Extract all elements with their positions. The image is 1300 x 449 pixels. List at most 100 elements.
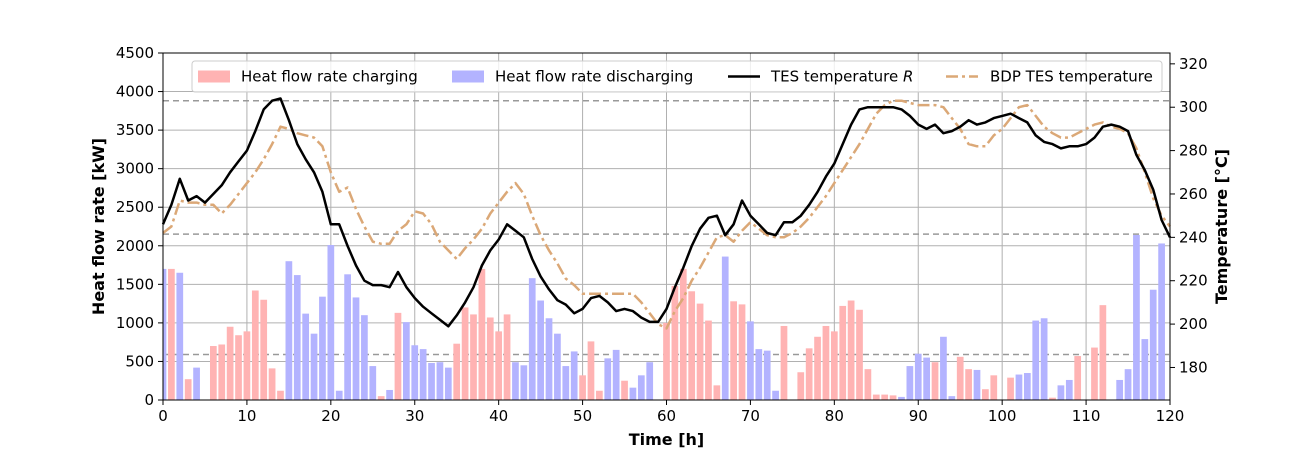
bars bbox=[163, 234, 1165, 400]
bar-charging bbox=[470, 314, 477, 400]
bar-charging bbox=[982, 389, 989, 400]
y-right-axis-title: Temperature [°C] bbox=[1212, 149, 1231, 304]
bar-charging bbox=[830, 331, 838, 400]
bar-charging bbox=[671, 285, 679, 400]
legend-label-charging: Heat flow rate charging bbox=[241, 68, 418, 86]
bar-discharging bbox=[319, 296, 326, 400]
bar-discharging bbox=[520, 365, 528, 400]
bar-charging bbox=[478, 268, 486, 400]
bar-discharging bbox=[428, 362, 435, 400]
bar-discharging bbox=[193, 367, 200, 400]
bar-charging bbox=[965, 369, 972, 400]
bar-discharging bbox=[562, 366, 570, 400]
legend-label-discharging: Heat flow rate discharging bbox=[495, 68, 693, 86]
bar-charging bbox=[235, 335, 242, 400]
bar-discharging bbox=[386, 389, 393, 400]
bar-charging bbox=[730, 301, 737, 400]
bar-charging bbox=[268, 368, 276, 400]
bar-discharging bbox=[1057, 385, 1065, 400]
bar-charging bbox=[663, 322, 670, 400]
bar-discharging bbox=[403, 322, 410, 400]
bar-charging bbox=[864, 369, 872, 400]
y-right-tick-label: 320 bbox=[1179, 55, 1208, 73]
bar-charging bbox=[621, 380, 628, 400]
legend-swatch-charging bbox=[198, 70, 230, 83]
bar-charging bbox=[495, 331, 503, 400]
x-tick-label: 30 bbox=[405, 407, 424, 425]
bar-discharging bbox=[1124, 369, 1132, 400]
bar-charging bbox=[1099, 305, 1107, 400]
bar-charging bbox=[881, 394, 889, 400]
bar-charging bbox=[822, 325, 830, 400]
bar-charging bbox=[931, 362, 939, 400]
legend: Heat flow rate charging Heat flow rate d… bbox=[191, 60, 1163, 93]
y-right-tick-label: 220 bbox=[1179, 272, 1208, 290]
bar-discharging bbox=[1158, 243, 1165, 400]
bar-discharging bbox=[537, 300, 544, 400]
bar-discharging bbox=[1149, 289, 1157, 400]
bar-discharging bbox=[914, 353, 922, 400]
bar-charging bbox=[184, 379, 192, 400]
bar-charging bbox=[579, 375, 586, 400]
bar-discharging bbox=[1032, 320, 1040, 400]
bar-charging bbox=[1074, 356, 1082, 400]
bar-charging bbox=[587, 341, 595, 400]
bar-charging bbox=[956, 356, 964, 400]
bar-charging bbox=[503, 314, 511, 400]
line-bdp-temperature bbox=[162, 99, 1171, 330]
y-right-tick-label: 300 bbox=[1179, 98, 1208, 116]
bar-charging bbox=[226, 326, 234, 400]
y-left-axis-title: Heat flow rate [kW] bbox=[89, 138, 108, 315]
bar-discharging bbox=[612, 349, 620, 400]
x-axis-title: Time [h] bbox=[629, 430, 705, 449]
bar-discharging bbox=[948, 396, 956, 400]
bar-discharging bbox=[512, 362, 519, 400]
y-left-tick-label: 0 bbox=[144, 391, 154, 409]
bar-charging bbox=[847, 300, 855, 400]
bar-discharging bbox=[1023, 373, 1031, 400]
bar-charging bbox=[713, 385, 721, 400]
x-tick-label: 100 bbox=[988, 407, 1017, 425]
bar-discharging bbox=[436, 362, 444, 400]
bar-discharging bbox=[721, 256, 729, 400]
bar-discharging bbox=[352, 297, 360, 400]
x-tick-label: 0 bbox=[158, 407, 168, 425]
x-tick-label: 90 bbox=[909, 407, 928, 425]
bar-charging bbox=[856, 309, 863, 400]
bar-discharging bbox=[570, 351, 578, 400]
bar-discharging bbox=[604, 358, 612, 400]
bar-charging bbox=[394, 312, 402, 400]
bar-discharging bbox=[310, 333, 318, 400]
bar-charging bbox=[805, 348, 813, 400]
x-tick-label: 40 bbox=[489, 407, 508, 425]
bar-discharging bbox=[906, 366, 914, 400]
bar-discharging bbox=[1141, 339, 1149, 400]
bar-discharging bbox=[554, 333, 561, 400]
y-right-tick-label: 280 bbox=[1179, 142, 1208, 160]
y-right-tick-label: 240 bbox=[1179, 228, 1208, 246]
legend-label-bdp-temperature: BDP TES temperature bbox=[990, 68, 1153, 86]
bar-charging bbox=[486, 317, 494, 400]
y-left-tick-label: 4500 bbox=[116, 44, 154, 62]
bar-discharging bbox=[940, 336, 947, 400]
bar-discharging bbox=[419, 349, 427, 400]
bar-discharging bbox=[646, 362, 654, 400]
axes: 0 10 20 30 40 50 60 70 80 90 100 110 120 0 500 1000 1500… bbox=[116, 44, 1208, 425]
bar-charging bbox=[705, 320, 712, 400]
y-left-tick-label: 1000 bbox=[116, 314, 154, 332]
bar-discharging bbox=[772, 390, 779, 400]
lines bbox=[161, 97, 1172, 330]
bar-charging bbox=[872, 394, 880, 400]
bar-charging bbox=[453, 343, 461, 400]
x-tick-label: 80 bbox=[825, 407, 844, 425]
bar-charging bbox=[814, 336, 821, 400]
bar-discharging bbox=[335, 390, 343, 400]
bar-discharging bbox=[747, 321, 754, 400]
bar-discharging bbox=[528, 278, 536, 400]
bar-charging bbox=[1049, 397, 1056, 400]
bar-charging bbox=[696, 303, 704, 400]
x-tick-label: 110 bbox=[1072, 407, 1101, 425]
bar-discharging bbox=[763, 350, 771, 400]
legend-label-tes-temperature-symbol: R bbox=[903, 68, 913, 86]
